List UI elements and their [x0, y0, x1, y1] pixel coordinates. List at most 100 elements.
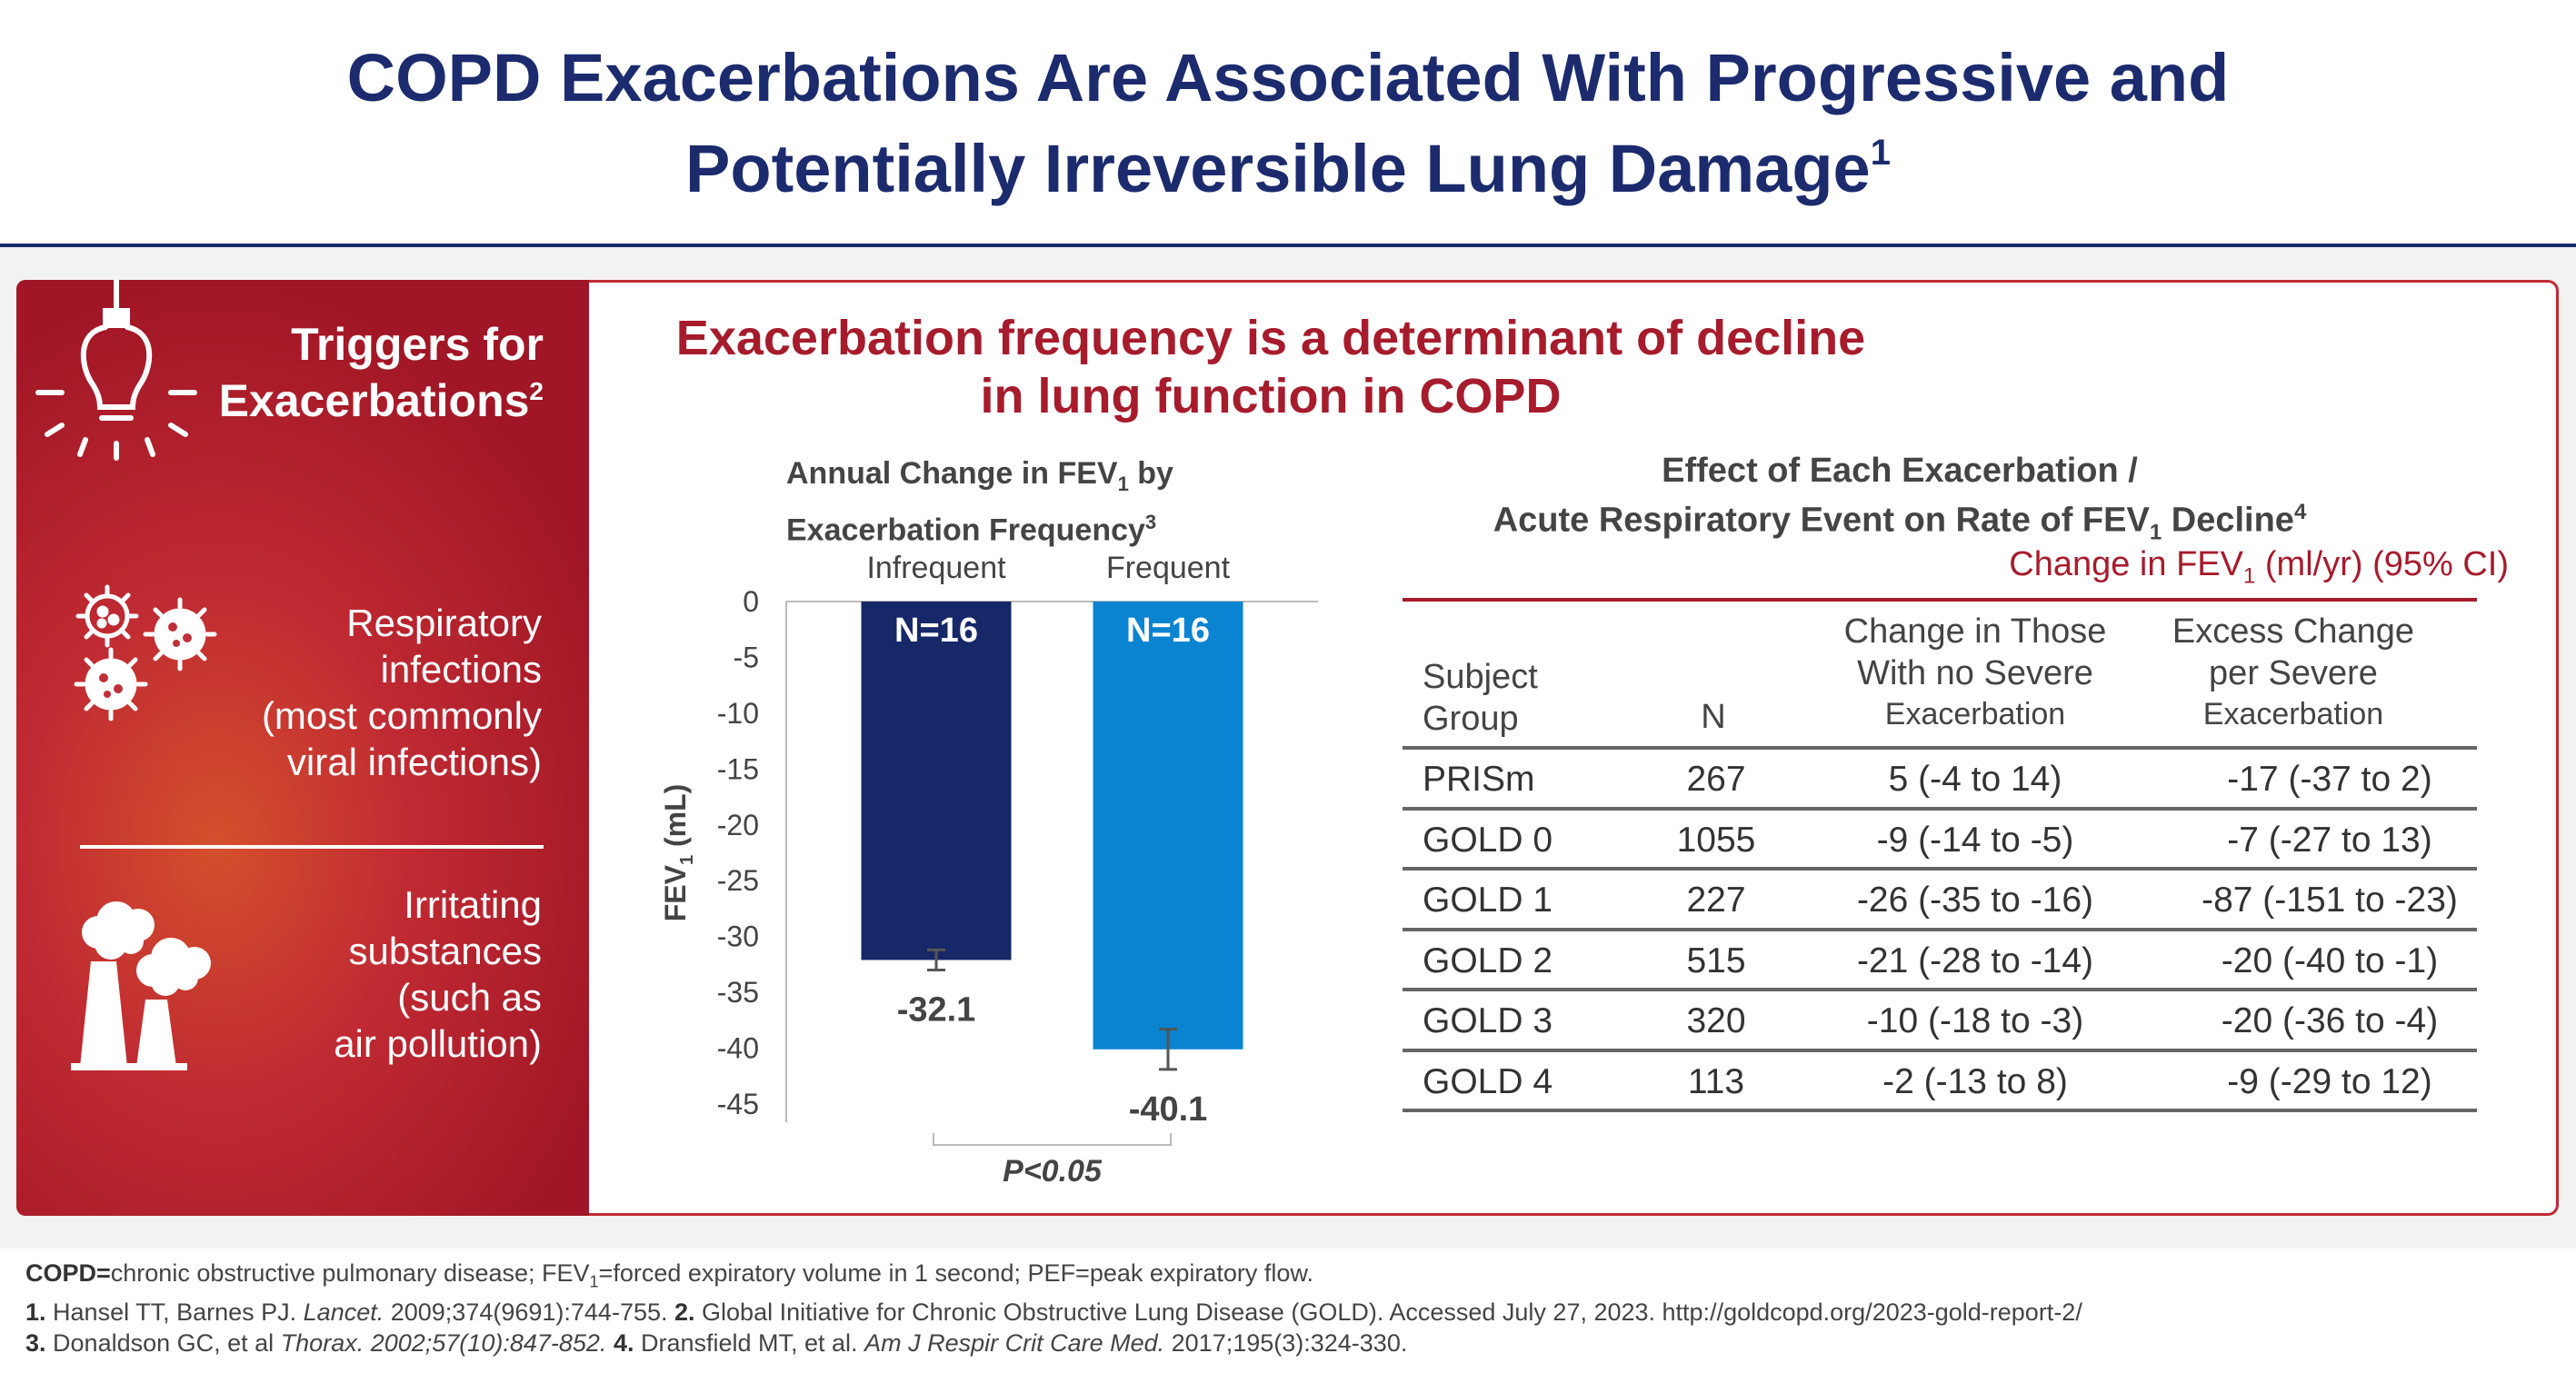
table-row: GOLD 2 515 -21 (-28 to -14) -20 (-40 to … — [1403, 931, 2477, 991]
table-subtitle-a: Change in FEV — [2009, 545, 2243, 583]
header-divider — [0, 244, 2576, 247]
cell-n: 320 — [1686, 1001, 1746, 1040]
lightbulb-icon — [35, 280, 197, 461]
table-title-line2-text-b: Decline — [2162, 501, 2294, 540]
main-title-line1: Exacerbation frequency is a determinant … — [675, 311, 1866, 365]
reference-number: 4. — [613, 1329, 634, 1358]
reference-text: Hansel TT, Barnes PJ. — [45, 1298, 304, 1327]
cell-subject-group: GOLD 0 — [1423, 820, 1553, 860]
reference-text: Donaldson GC, et al — [45, 1329, 281, 1358]
trigger-respiratory-line: Respiratory — [346, 602, 542, 644]
trigger-pollution-text: Irritating substances (such as air pollu… — [178, 881, 542, 1067]
cell-change: -26 (-35 to -16) — [1856, 881, 2094, 920]
significance-bracket — [933, 1133, 1172, 1146]
bar — [861, 602, 1012, 960]
footnotes: COPD=chronic obstructive pulmonary disea… — [25, 1258, 2552, 1358]
bar-n-label: N=16 — [1126, 612, 1210, 650]
cell-excess: -9 (-29 to 12) — [2227, 1061, 2432, 1101]
table-header-row: Subject Group N Change in Those With no … — [1403, 602, 2477, 750]
triggers-panel: Triggers for Exacerbations2 Resp — [16, 280, 589, 1216]
page-title-line2: Potentially Irreversible Lung Damage1 — [0, 124, 2576, 214]
cell-change: -10 (-18 to -3) — [1866, 1001, 2084, 1040]
trigger-pollution-line: (such as — [397, 976, 542, 1019]
table-row: GOLD 1 227 -26 (-35 to -16) -87 (-151 to… — [1403, 871, 2477, 931]
header: COPD Exacerbations Are Associated With P… — [0, 0, 2576, 244]
triggers-heading: Triggers for Exacerbations2 — [125, 316, 544, 429]
column-header-line: With no Severe — [1857, 654, 2093, 692]
cell-n: 113 — [1687, 1061, 1745, 1101]
page-title: COPD Exacerbations Are Associated With P… — [0, 33, 2576, 214]
y-tick-label: 0 — [743, 585, 759, 618]
reference-number: 2. — [674, 1298, 695, 1327]
table-title: Effect of Each Exacerbation / Acute Resp… — [1382, 450, 2418, 553]
table-top-rule — [1403, 598, 2477, 602]
footnote-abbr-term: COPD= — [25, 1259, 111, 1287]
table-title-ref: 4 — [2293, 500, 2307, 524]
footnote-references-2: 3. Donaldson GC, et al Thorax. 2002;57(1… — [25, 1328, 2552, 1358]
bar — [1093, 602, 1243, 1050]
column-header-line: Subject — [1423, 658, 1538, 696]
cell-excess: -20 (-40 to -1) — [2221, 940, 2439, 980]
bar-value-label: -40.1 — [1129, 1090, 1208, 1129]
cell-n: 267 — [1686, 760, 1746, 799]
reference-journal: Am J Respir Crit Care Med. — [864, 1329, 1165, 1358]
chart-title-sub: 1 — [1117, 472, 1129, 495]
table-row: GOLD 4 113 -2 (-13 to 8) -9 (-29 to 12) — [1403, 1052, 2477, 1112]
footnote-text: =forced expiratory volume in 1 second; P… — [598, 1259, 1313, 1287]
table-title-line2: Acute Respiratory Event on Rate of FEV1 … — [1382, 492, 2418, 553]
triggers-heading-line2: Exacerbations2 — [125, 373, 544, 429]
significance-label: P<0.05 — [1003, 1154, 1103, 1189]
y-tick-label: -35 — [717, 976, 759, 1009]
main-title-line2: in lung function in COPD — [980, 369, 1562, 423]
cell-subject-group: GOLD 3 — [1423, 1001, 1553, 1040]
table-row: PRISm 267 5 (-4 to 14) -17 (-37 to 2) — [1403, 750, 2477, 811]
bar-chart: FEV1 (mL) 0 -5 -10 -15 -20 -25 -30 -35 -40 -45 Infr… — [659, 551, 1318, 1189]
reference-text: 2017;195(3):324-330. — [1164, 1329, 1408, 1358]
y-tick-label: -40 — [717, 1032, 759, 1065]
sidebar-divider — [80, 845, 544, 849]
triggers-heading-line2-text: Exacerbations — [218, 375, 530, 426]
trigger-respiratory-text: Respiratory infections (most commonly vi… — [178, 600, 542, 785]
page-title-line2-text: Potentially Irreversible Lung Damage — [685, 131, 1871, 206]
table-subtitle: Change in FEV1 (ml/yr) (95% CI) — [1709, 543, 2509, 598]
cell-subject-group: GOLD 1 — [1423, 881, 1553, 920]
reference-number: 3. — [25, 1329, 46, 1358]
cell-excess: -20 (-36 to -4) — [2221, 1001, 2439, 1040]
reference-number: 1. — [25, 1298, 46, 1327]
reference-text: Dransfield MT, et al. — [634, 1329, 865, 1358]
trigger-pollution-line: Irritating — [404, 883, 542, 926]
column-header-line: per Severe — [2209, 654, 2378, 692]
cell-n: 515 — [1686, 940, 1746, 980]
triggers-heading-ref: 2 — [529, 377, 544, 405]
page-title-ref: 1 — [1870, 133, 1891, 173]
chart-title-line2-text: Exacerbation Frequency — [786, 512, 1145, 548]
table-row: GOLD 3 320 -10 (-18 to -3) -20 (-36 to -… — [1403, 991, 2477, 1052]
column-header-line: Exacerbation — [1884, 697, 2066, 731]
trigger-respiratory-line: viral infections) — [286, 741, 542, 783]
fev1-decline-table: Subject Group N Change in Those With no … — [1403, 602, 2477, 1112]
trigger-respiratory-line: infections — [380, 648, 542, 691]
cell-subject-group: GOLD 2 — [1423, 940, 1553, 980]
chart-title-ref: 3 — [1144, 510, 1157, 533]
y-tick-label: -15 — [717, 752, 759, 785]
reference-text: 2009;374(9691):744-755. — [384, 1298, 674, 1327]
y-tick-label: -30 — [717, 920, 759, 953]
table-subtitle-sub: 1 — [2242, 563, 2256, 589]
reference-link-text: Global Initiative for Chronic Obstructiv… — [694, 1298, 2082, 1327]
column-header-line: Excess Change — [2172, 612, 2415, 651]
table-subtitle-b: (ml/yr) (95% CI) — [2255, 545, 2509, 583]
category-label: Frequent — [1106, 551, 1231, 585]
y-tick-label: -20 — [717, 809, 759, 841]
cell-change: 5 (-4 to 14) — [1888, 760, 2062, 799]
table-title-line2-text-a: Acute Respiratory Event on Rate of FEV — [1493, 501, 2150, 540]
cell-subject-group: GOLD 4 — [1423, 1061, 1553, 1101]
triggers-heading-line1: Triggers for — [291, 319, 544, 370]
chart-title: Annual Change in FEV1 by Exacerbation Fr… — [786, 454, 1332, 549]
chart-title-text-a: Annual Change in FEV — [786, 456, 1118, 491]
cell-change: -2 (-13 to 8) — [1882, 1061, 2068, 1101]
cell-excess: -7 (-27 to 13) — [2227, 820, 2432, 860]
column-header-line: Group — [1423, 700, 1519, 738]
chart-title-line2: Exacerbation Frequency3 — [786, 503, 1332, 549]
y-tick-label: -5 — [734, 641, 759, 673]
column-header-excess: Excess Change per Severe Exacerbation — [2121, 611, 2466, 734]
